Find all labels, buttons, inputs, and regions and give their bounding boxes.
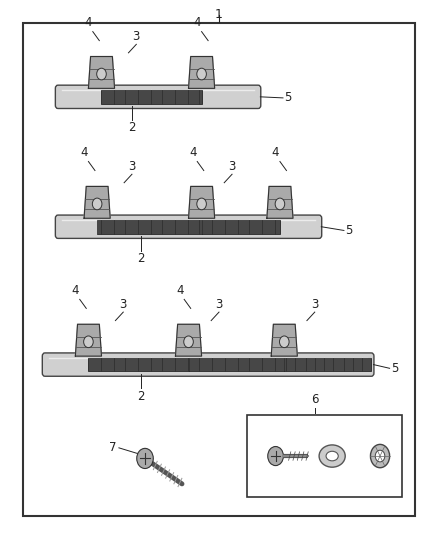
Polygon shape [75, 324, 102, 356]
Text: 3: 3 [311, 298, 318, 311]
Text: 3: 3 [133, 30, 140, 43]
Polygon shape [271, 324, 297, 356]
Polygon shape [176, 324, 201, 356]
Bar [188, 358, 284, 372]
Circle shape [197, 68, 206, 80]
Text: 1: 1 [215, 8, 223, 21]
Ellipse shape [326, 451, 338, 461]
Text: 6: 6 [311, 393, 318, 407]
Text: 4: 4 [272, 146, 279, 159]
Text: 2: 2 [137, 390, 145, 402]
Text: 2: 2 [128, 120, 136, 134]
Circle shape [184, 336, 193, 348]
Polygon shape [88, 56, 115, 88]
Text: 4: 4 [80, 146, 88, 159]
Text: 2: 2 [137, 252, 145, 265]
Circle shape [375, 450, 385, 462]
Bar [88, 358, 188, 372]
Text: 5: 5 [391, 362, 398, 375]
Circle shape [137, 448, 153, 469]
Circle shape [268, 447, 283, 466]
Circle shape [275, 198, 285, 210]
Circle shape [197, 198, 206, 210]
Polygon shape [84, 187, 110, 218]
Circle shape [84, 336, 93, 348]
Bar [284, 358, 371, 372]
Text: 4: 4 [85, 16, 92, 29]
Text: 5: 5 [345, 224, 353, 237]
Text: 3: 3 [128, 160, 136, 173]
FancyBboxPatch shape [55, 215, 322, 238]
Text: 5: 5 [284, 91, 292, 104]
Polygon shape [188, 187, 215, 218]
Circle shape [97, 68, 106, 80]
Bar [102, 90, 201, 104]
Polygon shape [267, 187, 293, 218]
Circle shape [279, 336, 289, 348]
Text: 4: 4 [176, 284, 184, 297]
Bar [201, 220, 280, 233]
Text: 3: 3 [228, 160, 236, 173]
Ellipse shape [319, 445, 345, 467]
Text: 7: 7 [109, 441, 117, 454]
Bar [247, 415, 402, 497]
Circle shape [92, 198, 102, 210]
Bar [97, 220, 201, 233]
Text: 3: 3 [120, 298, 127, 311]
Text: 4: 4 [189, 146, 197, 159]
Text: 4: 4 [194, 16, 201, 29]
FancyBboxPatch shape [55, 85, 261, 109]
Text: 4: 4 [72, 284, 79, 297]
Text: 3: 3 [215, 298, 223, 311]
FancyBboxPatch shape [42, 353, 374, 376]
Polygon shape [188, 56, 215, 88]
Circle shape [371, 445, 390, 468]
